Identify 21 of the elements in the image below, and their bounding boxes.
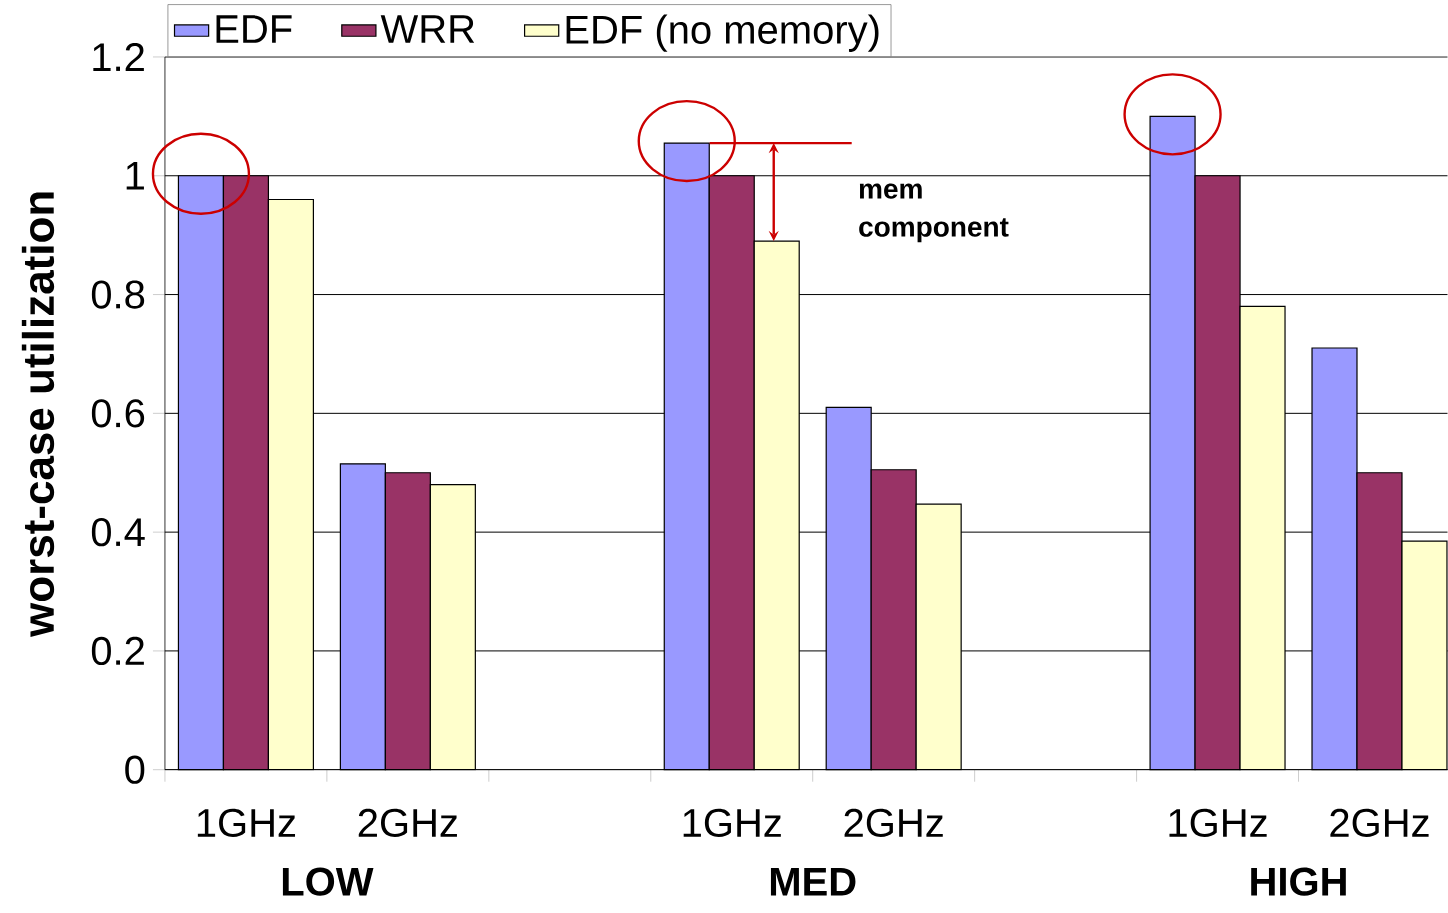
x-tick-label: 2GHz bbox=[844, 808, 943, 838]
x-tick-label: 1GHz bbox=[683, 808, 781, 838]
x-tick-label: 1GHz bbox=[197, 808, 296, 838]
legend-label: WRR bbox=[380, 15, 475, 44]
y-tick-label: 0 bbox=[125, 755, 145, 785]
legend-label: EDF (no memory) bbox=[566, 14, 879, 53]
y-tick-label: 1.2 bbox=[93, 43, 144, 72]
y-tick-label: 0.8 bbox=[91, 280, 145, 309]
x-tick-label: 2GHz bbox=[358, 808, 457, 838]
text: LOW bbox=[282, 867, 374, 896]
text: MED bbox=[770, 868, 856, 896]
annotation: mem component bbox=[859, 183, 1009, 243]
legend-label: EDF bbox=[216, 15, 292, 44]
y-tick-label: 0.2 bbox=[91, 636, 144, 666]
text: HIGH bbox=[1251, 867, 1346, 896]
x-tick-label: 1GHz bbox=[1169, 808, 1267, 838]
y-tick-label: 0.6 bbox=[91, 399, 145, 428]
x-tick-label: 2GHz bbox=[1330, 808, 1429, 838]
y-tick-label: 1 bbox=[126, 162, 144, 190]
y-tick-label: 0.4 bbox=[91, 518, 145, 547]
y-axis-title: worst-case utilization bbox=[21, 192, 55, 638]
